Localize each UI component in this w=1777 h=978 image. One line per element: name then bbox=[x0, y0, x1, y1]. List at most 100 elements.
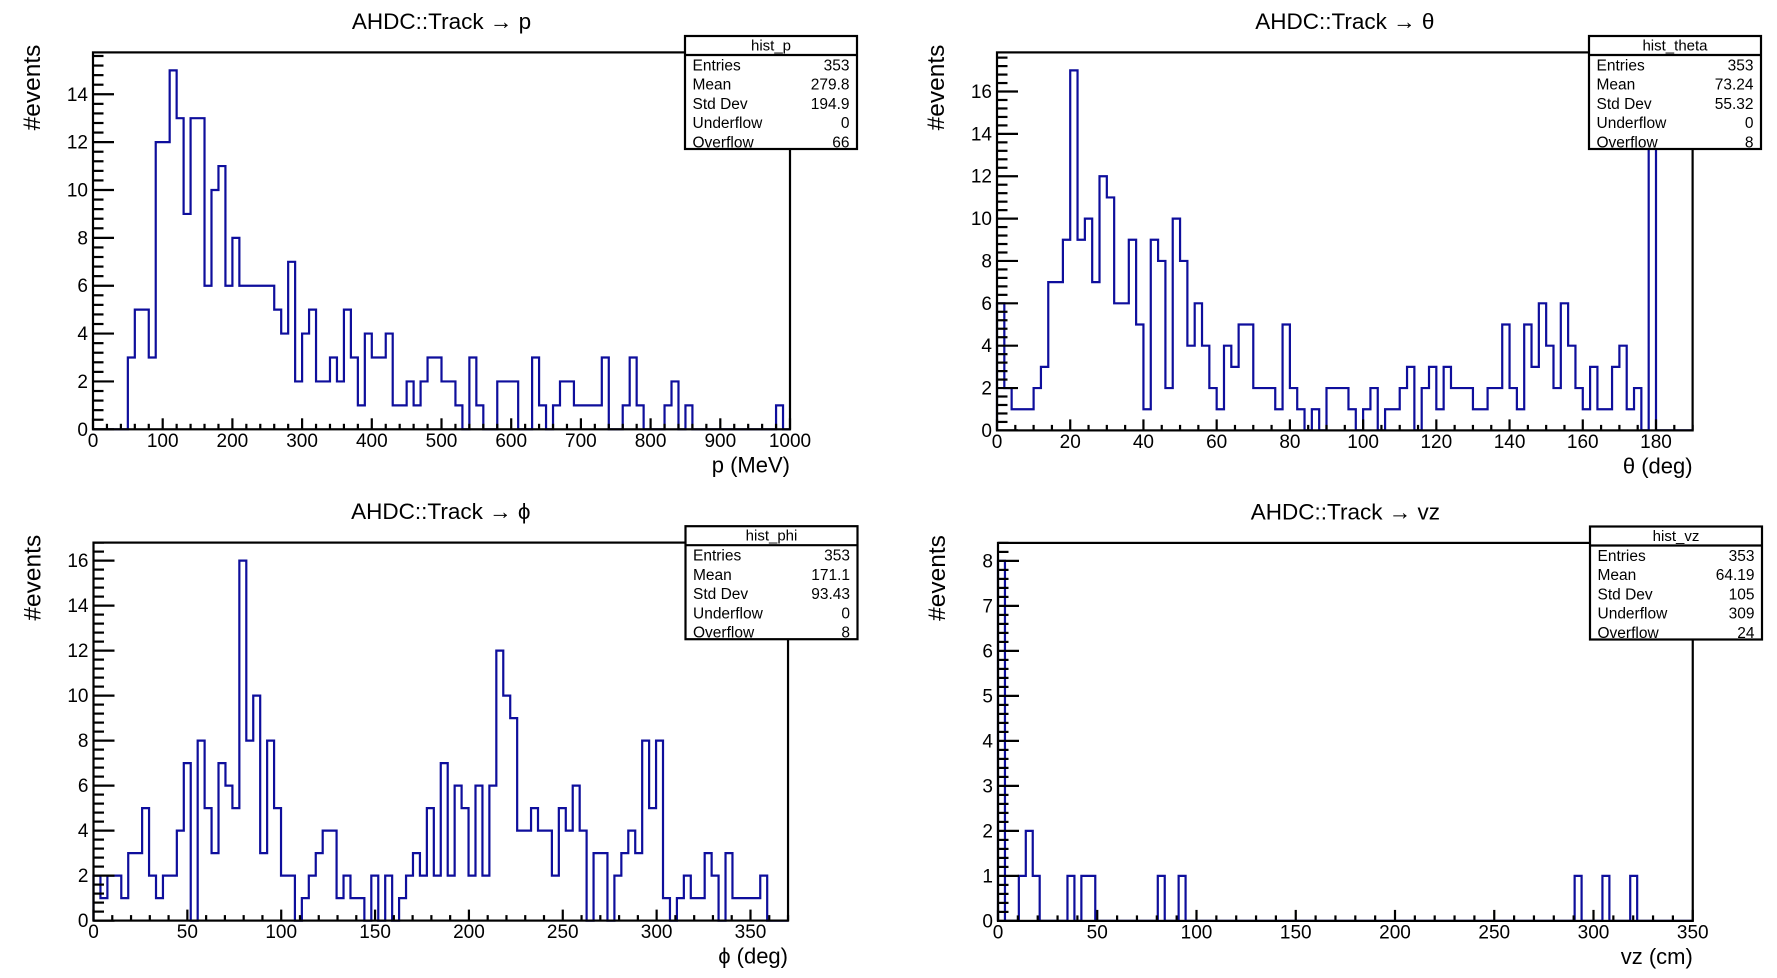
svg-text:0: 0 bbox=[981, 421, 992, 442]
svg-text:hist_vz: hist_vz bbox=[1653, 528, 1700, 545]
svg-text:10: 10 bbox=[971, 209, 992, 230]
svg-text:12: 12 bbox=[67, 641, 88, 662]
svg-text:200: 200 bbox=[217, 431, 249, 452]
svg-text:3: 3 bbox=[982, 776, 993, 797]
svg-text:250: 250 bbox=[547, 922, 579, 943]
svg-text:AHDC::Track → ϕ: AHDC::Track → ϕ bbox=[351, 499, 530, 524]
svg-text:194.9: 194.9 bbox=[811, 96, 850, 113]
svg-text:0: 0 bbox=[992, 432, 1003, 453]
svg-text:400: 400 bbox=[356, 431, 388, 452]
svg-text:4: 4 bbox=[78, 821, 89, 842]
svg-text:200: 200 bbox=[1379, 922, 1411, 943]
svg-text:Underflow: Underflow bbox=[693, 115, 764, 132]
svg-text:0: 0 bbox=[78, 911, 89, 932]
svg-text:100: 100 bbox=[1181, 922, 1213, 943]
svg-text:6: 6 bbox=[982, 641, 993, 662]
svg-text:hist_p: hist_p bbox=[751, 38, 791, 55]
svg-text:0: 0 bbox=[88, 431, 99, 452]
svg-text:ϕ (deg): ϕ (deg) bbox=[718, 944, 788, 969]
svg-text:73.24: 73.24 bbox=[1715, 77, 1754, 94]
svg-text:0: 0 bbox=[982, 911, 993, 932]
svg-text:1000: 1000 bbox=[769, 431, 811, 452]
svg-text:Mean: Mean bbox=[693, 567, 732, 584]
svg-text:16: 16 bbox=[67, 551, 88, 572]
svg-text:93.43: 93.43 bbox=[811, 586, 850, 603]
svg-text:Overflow: Overflow bbox=[693, 625, 755, 642]
svg-text:80: 80 bbox=[1279, 432, 1300, 453]
svg-text:4: 4 bbox=[982, 731, 993, 752]
svg-text:#events: #events bbox=[923, 45, 950, 131]
svg-text:0: 0 bbox=[1745, 115, 1754, 132]
svg-text:#events: #events bbox=[19, 45, 46, 131]
svg-text:16: 16 bbox=[971, 82, 992, 103]
svg-text:40: 40 bbox=[1133, 432, 1154, 453]
svg-text:150: 150 bbox=[359, 922, 391, 943]
svg-text:150: 150 bbox=[1280, 922, 1312, 943]
svg-text:800: 800 bbox=[635, 431, 667, 452]
svg-text:4: 4 bbox=[981, 336, 992, 357]
svg-text:0: 0 bbox=[841, 605, 850, 622]
svg-text:vz (cm): vz (cm) bbox=[1621, 944, 1693, 969]
svg-text:140: 140 bbox=[1494, 432, 1526, 453]
svg-text:180: 180 bbox=[1640, 432, 1672, 453]
svg-text:Entries: Entries bbox=[693, 548, 741, 565]
svg-text:8: 8 bbox=[841, 625, 850, 642]
svg-text:8: 8 bbox=[982, 551, 993, 572]
svg-text:2: 2 bbox=[982, 821, 993, 842]
svg-text:105: 105 bbox=[1729, 586, 1755, 603]
svg-text:Mean: Mean bbox=[693, 77, 732, 94]
svg-text:AHDC::Track → θ: AHDC::Track → θ bbox=[1255, 9, 1434, 34]
svg-text:4: 4 bbox=[77, 324, 88, 345]
svg-text:100: 100 bbox=[1347, 432, 1379, 453]
svg-text:64.19: 64.19 bbox=[1716, 567, 1755, 584]
svg-text:8: 8 bbox=[981, 251, 992, 272]
svg-text:200: 200 bbox=[453, 922, 485, 943]
svg-text:6: 6 bbox=[78, 776, 89, 797]
svg-text:900: 900 bbox=[704, 431, 736, 452]
svg-text:50: 50 bbox=[1087, 922, 1108, 943]
svg-text:2: 2 bbox=[981, 379, 992, 400]
svg-text:60: 60 bbox=[1206, 432, 1227, 453]
svg-text:24: 24 bbox=[1737, 625, 1755, 642]
svg-text:hist_theta: hist_theta bbox=[1642, 38, 1708, 55]
svg-text:12: 12 bbox=[67, 133, 88, 154]
svg-text:14: 14 bbox=[67, 596, 89, 617]
svg-text:2: 2 bbox=[78, 866, 89, 887]
svg-text:5: 5 bbox=[982, 686, 993, 707]
svg-text:20: 20 bbox=[1060, 432, 1081, 453]
svg-text:100: 100 bbox=[147, 431, 179, 452]
svg-text:Overflow: Overflow bbox=[1597, 134, 1659, 151]
svg-text:279.8: 279.8 bbox=[811, 77, 850, 94]
svg-text:Std Dev: Std Dev bbox=[1597, 96, 1652, 113]
svg-text:300: 300 bbox=[1578, 922, 1610, 943]
svg-text:Underflow: Underflow bbox=[693, 605, 764, 622]
svg-text:AHDC::Track → p: AHDC::Track → p bbox=[352, 9, 531, 34]
svg-text:Mean: Mean bbox=[1597, 77, 1636, 94]
svg-text:Underflow: Underflow bbox=[1597, 115, 1668, 132]
svg-text:0: 0 bbox=[841, 115, 850, 132]
svg-text:0: 0 bbox=[88, 922, 99, 943]
svg-text:160: 160 bbox=[1567, 432, 1599, 453]
svg-text:350: 350 bbox=[735, 922, 767, 943]
svg-text:600: 600 bbox=[495, 431, 527, 452]
svg-text:12: 12 bbox=[971, 167, 992, 188]
svg-text:309: 309 bbox=[1729, 606, 1755, 623]
svg-text:14: 14 bbox=[971, 124, 993, 145]
svg-text:Entries: Entries bbox=[1597, 58, 1645, 75]
svg-text:AHDC::Track → vz: AHDC::Track → vz bbox=[1251, 499, 1440, 524]
svg-text:6: 6 bbox=[981, 294, 992, 315]
svg-text:0: 0 bbox=[77, 420, 88, 441]
svg-text:0: 0 bbox=[993, 922, 1004, 943]
svg-text:8: 8 bbox=[1745, 134, 1754, 151]
svg-text:66: 66 bbox=[832, 134, 849, 151]
svg-text:8: 8 bbox=[78, 731, 89, 752]
svg-text:#events: #events bbox=[20, 535, 47, 621]
svg-text:p (MeV): p (MeV) bbox=[712, 452, 790, 477]
svg-text:Std Dev: Std Dev bbox=[1598, 586, 1653, 603]
svg-text:#events: #events bbox=[924, 535, 951, 621]
svg-text:55.32: 55.32 bbox=[1715, 96, 1754, 113]
svg-text:Std Dev: Std Dev bbox=[693, 586, 748, 603]
svg-text:14: 14 bbox=[67, 85, 89, 106]
svg-text:300: 300 bbox=[286, 431, 318, 452]
svg-text:7: 7 bbox=[982, 596, 993, 617]
